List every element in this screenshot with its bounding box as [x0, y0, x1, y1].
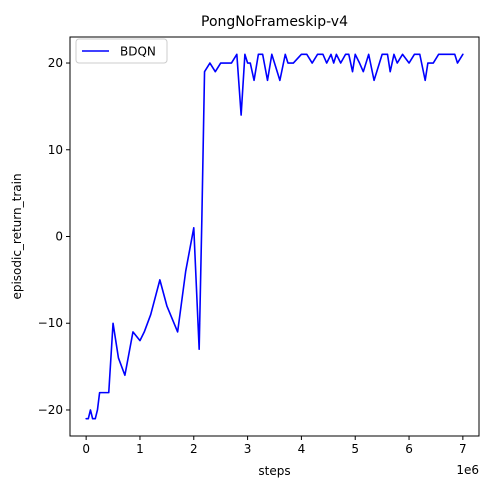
x-axis-label: steps: [258, 464, 290, 478]
y-tick-label: −10: [38, 316, 63, 330]
x-tick-label: 3: [244, 442, 252, 456]
legend-box: [75, 38, 168, 64]
y-tick-label: 20: [48, 56, 63, 70]
x-tick-label: 6: [405, 442, 413, 456]
x-tick-label: 1: [136, 442, 144, 456]
x-tick-label: 4: [298, 442, 306, 456]
x-axis-offset-label: 1e6: [456, 463, 479, 477]
series-layer: [85, 53, 464, 420]
series-line-bdqn: [85, 53, 464, 420]
x-axis: 0 1 2 3 4 5 6 7: [82, 436, 467, 456]
x-tick-label: 7: [459, 442, 467, 456]
chart-title: PongNoFrameskip-v4: [201, 14, 348, 30]
x-tick-label: 2: [190, 442, 198, 456]
y-tick-label: 10: [48, 143, 63, 157]
x-tick-label: 5: [351, 442, 359, 456]
plot-frame: [69, 36, 480, 437]
x-tick-label: 0: [82, 442, 90, 456]
legend: BDQN: [75, 38, 168, 64]
y-axis-label: episodic_return_train: [10, 173, 24, 299]
y-axis: −20 −10 0 10 20: [38, 56, 70, 417]
y-tick-label: 0: [55, 230, 63, 244]
y-tick-label: −20: [38, 403, 63, 417]
legend-label-bdqn: BDQN: [120, 45, 156, 59]
